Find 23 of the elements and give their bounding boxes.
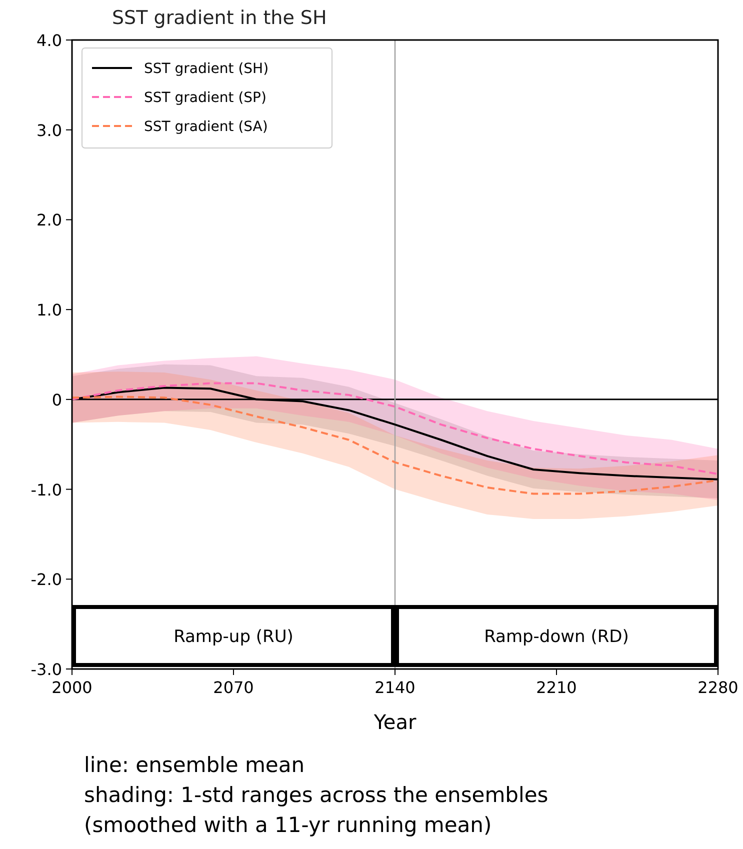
- chart-title: SST gradient in the SH: [112, 7, 327, 29]
- text: line: ensemble mean: [84, 753, 305, 777]
- x-tick-label: 2280: [698, 678, 738, 697]
- x-tick-label: 2070: [213, 678, 254, 697]
- band-label: Ramp-down (RD): [484, 627, 629, 647]
- y-tick-label: 4.0: [36, 31, 62, 50]
- legend-label: SST gradient (SP): [144, 90, 266, 106]
- legend-label: SST gradient (SA): [144, 119, 268, 135]
- x-tick-label: 2210: [536, 678, 577, 697]
- legend-label: SST gradient (SH): [144, 61, 269, 77]
- y-tick-label: 0: [52, 390, 62, 410]
- y-tick-label: -1.0: [30, 480, 62, 500]
- y-tick-label: 1.0: [36, 300, 62, 320]
- text: shading: 1-std ranges across the ensembles: [84, 783, 548, 807]
- y-tick-label: 3.0: [36, 120, 62, 140]
- y-tick-label: -2.0: [30, 570, 62, 590]
- text: (smoothed with a 11-yr running mean): [84, 813, 492, 837]
- y-tick-label: -3.0: [30, 660, 62, 679]
- band-label: Ramp-up (RU): [174, 627, 294, 647]
- y-tick-label: 2.0: [36, 210, 62, 230]
- x-axis-title: Year: [372, 710, 417, 734]
- x-tick-label: 2140: [374, 678, 416, 697]
- x-tick-label: 2000: [52, 678, 92, 697]
